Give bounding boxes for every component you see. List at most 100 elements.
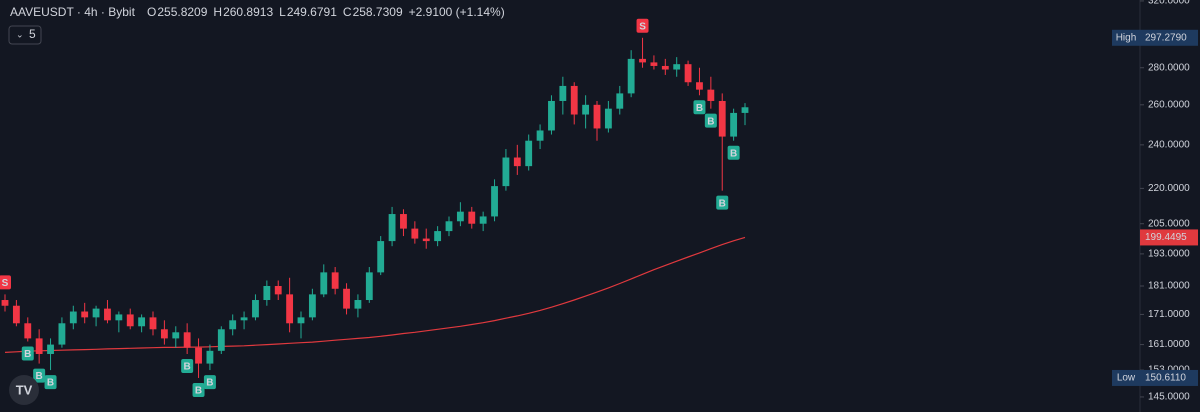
candle-body xyxy=(604,108,612,129)
candle-body xyxy=(240,317,248,321)
candle-body xyxy=(47,344,54,354)
ohlc-key: L xyxy=(279,5,286,19)
candle-body xyxy=(627,58,635,94)
candle-body xyxy=(160,329,168,339)
candle-body xyxy=(172,332,180,339)
signal-label: B xyxy=(730,148,737,159)
candle-body xyxy=(115,314,123,321)
signal-label: B xyxy=(719,198,726,209)
signal-badge xyxy=(203,375,216,390)
candle-body xyxy=(593,104,601,129)
candle-body xyxy=(92,308,100,318)
y-tick-label: 171.0000 xyxy=(1148,309,1190,320)
ohlc-value: 255.8209 xyxy=(157,5,207,19)
low-marker-key: Low xyxy=(1117,373,1136,384)
candle-body xyxy=(673,64,681,70)
candle-body xyxy=(126,314,134,327)
candle-body xyxy=(684,64,692,83)
signal-label: S xyxy=(639,21,646,32)
y-tick-label: 240.0000 xyxy=(1148,139,1190,150)
candle-body xyxy=(513,157,521,167)
candle-body xyxy=(559,85,567,101)
signal-badge xyxy=(21,346,34,361)
logo-mark: TV xyxy=(16,382,33,397)
candle-body xyxy=(388,214,396,242)
candle-body xyxy=(718,100,726,137)
candle-body xyxy=(58,323,66,345)
signal-badge xyxy=(636,18,649,33)
signal-label: B xyxy=(184,362,191,373)
low-marker-key-bg xyxy=(1112,369,1140,386)
candle-body xyxy=(263,285,271,301)
signal-badge xyxy=(33,368,46,383)
candle-body xyxy=(479,216,487,224)
y-tick-label: 260.0000 xyxy=(1148,99,1190,110)
candle-body xyxy=(297,317,305,324)
symbol: AAVEUSDT · 4h · Bybit xyxy=(10,5,136,19)
signal-label: B xyxy=(707,116,714,127)
y-tick-label: 181.0000 xyxy=(1148,281,1190,292)
signal-badge xyxy=(181,358,194,373)
signal-label: B xyxy=(36,371,43,382)
signal-badge xyxy=(704,113,717,128)
candle-body xyxy=(696,82,703,90)
candle-body xyxy=(661,65,669,70)
candle-body xyxy=(548,100,555,131)
y-tick-label: 205.0000 xyxy=(1148,218,1190,229)
y-tick-label: 193.0000 xyxy=(1148,249,1190,260)
signal-badge xyxy=(44,375,57,390)
candle-body xyxy=(491,186,498,217)
candle-body xyxy=(422,238,430,242)
candle-body xyxy=(229,320,237,330)
candle-body xyxy=(536,130,544,141)
candle-body xyxy=(741,107,749,113)
candle-body xyxy=(400,214,407,229)
candle-body xyxy=(104,308,111,321)
candle-body xyxy=(320,272,328,295)
candle-body xyxy=(138,317,146,327)
candle-body xyxy=(217,329,225,351)
indicator-count: 5 xyxy=(29,27,36,41)
candle-body xyxy=(707,89,715,101)
candle-body xyxy=(343,288,350,309)
signal-badge xyxy=(192,382,205,397)
signal-label: S xyxy=(2,278,9,289)
signal-badge xyxy=(727,145,740,160)
candle-body xyxy=(468,211,476,224)
candle-body xyxy=(525,140,533,167)
ohlc-value: 249.6791 xyxy=(287,5,337,19)
logo[interactable] xyxy=(9,375,39,405)
ohlc-key: C xyxy=(343,5,352,19)
low-marker-bg xyxy=(1140,369,1198,386)
ohlc-key: H xyxy=(213,5,222,19)
moving-average xyxy=(4,236,746,353)
candle-body xyxy=(616,93,624,109)
signal-label: B xyxy=(24,349,31,360)
signal-badge xyxy=(0,275,11,290)
candle-body xyxy=(1,300,9,306)
signal-badge xyxy=(693,100,706,115)
chevron: ⌄ xyxy=(16,29,24,39)
candle-body xyxy=(183,332,191,348)
candle-body xyxy=(149,317,157,330)
ohlc-key: O xyxy=(147,5,156,19)
y-tick-label: 145.0000 xyxy=(1148,392,1190,403)
candle-body xyxy=(331,272,339,289)
y-tick-label: 280.0000 xyxy=(1148,62,1190,73)
candle-body xyxy=(377,241,385,273)
candle-body xyxy=(308,294,316,318)
signal-label: B xyxy=(206,378,213,389)
ohlc-value: 260.8913 xyxy=(223,5,273,19)
candle-body xyxy=(639,58,646,63)
indicator-toggle[interactable] xyxy=(8,25,42,45)
ohlc-legend: O 255.8209 H 260.8913 L 249.6791 C 258.7309 +2.9… xyxy=(147,5,505,19)
ma-label: 199.4495 xyxy=(1145,232,1187,243)
price-axis-panel xyxy=(1140,0,1200,412)
candle-body xyxy=(730,112,738,137)
candle-body xyxy=(274,285,282,295)
ma-label-bg xyxy=(1140,229,1198,246)
candle-body xyxy=(456,211,464,222)
